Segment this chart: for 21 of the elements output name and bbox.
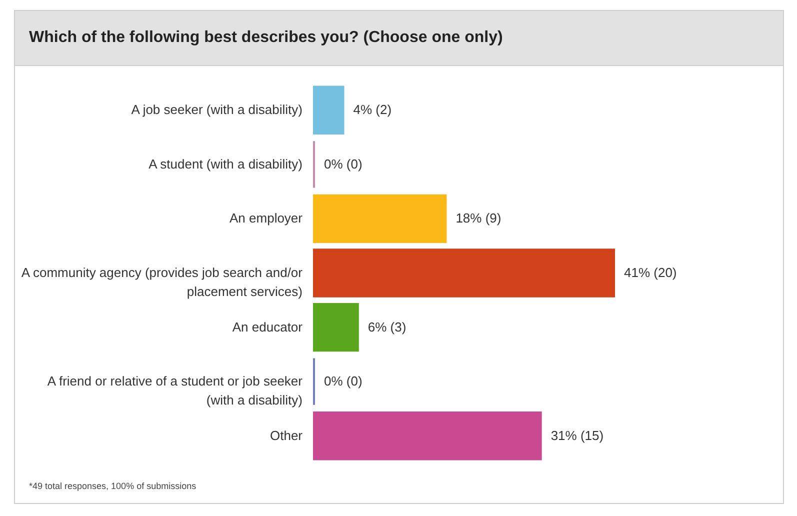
bar [313,412,542,460]
y-tick-label: An educator [232,319,304,334]
data-label: 18% (9) [456,210,502,226]
bar [313,86,344,134]
data-label: 0% (0) [324,156,362,172]
bar [313,248,615,298]
data-label: 4% (2) [353,102,392,118]
y-tick-label: An employer [230,210,304,226]
data-label: 31% (15) [550,428,604,443]
data-label: 6% (3) [368,319,406,334]
y-tick-label: A community agency (provides job search and/or placement services) [21,265,304,299]
y-tick-label: A job seeker (with a disability) [131,102,302,118]
bar [313,194,447,244]
y-tick-label: A friend or relative of a student or job seeker (with a disability) [47,374,304,408]
y-tick-label: Other [270,428,304,443]
text: *49 total responses, 100% of submissions [29,481,196,491]
chart-title: Which of the following best describes you? (Choose one only) [15,11,783,66]
data-label: 0% (0) [324,374,362,389]
y-tick-label: A student (with a disability) [148,156,302,172]
bar [313,302,359,352]
data-label: 41% (20) [624,265,677,280]
